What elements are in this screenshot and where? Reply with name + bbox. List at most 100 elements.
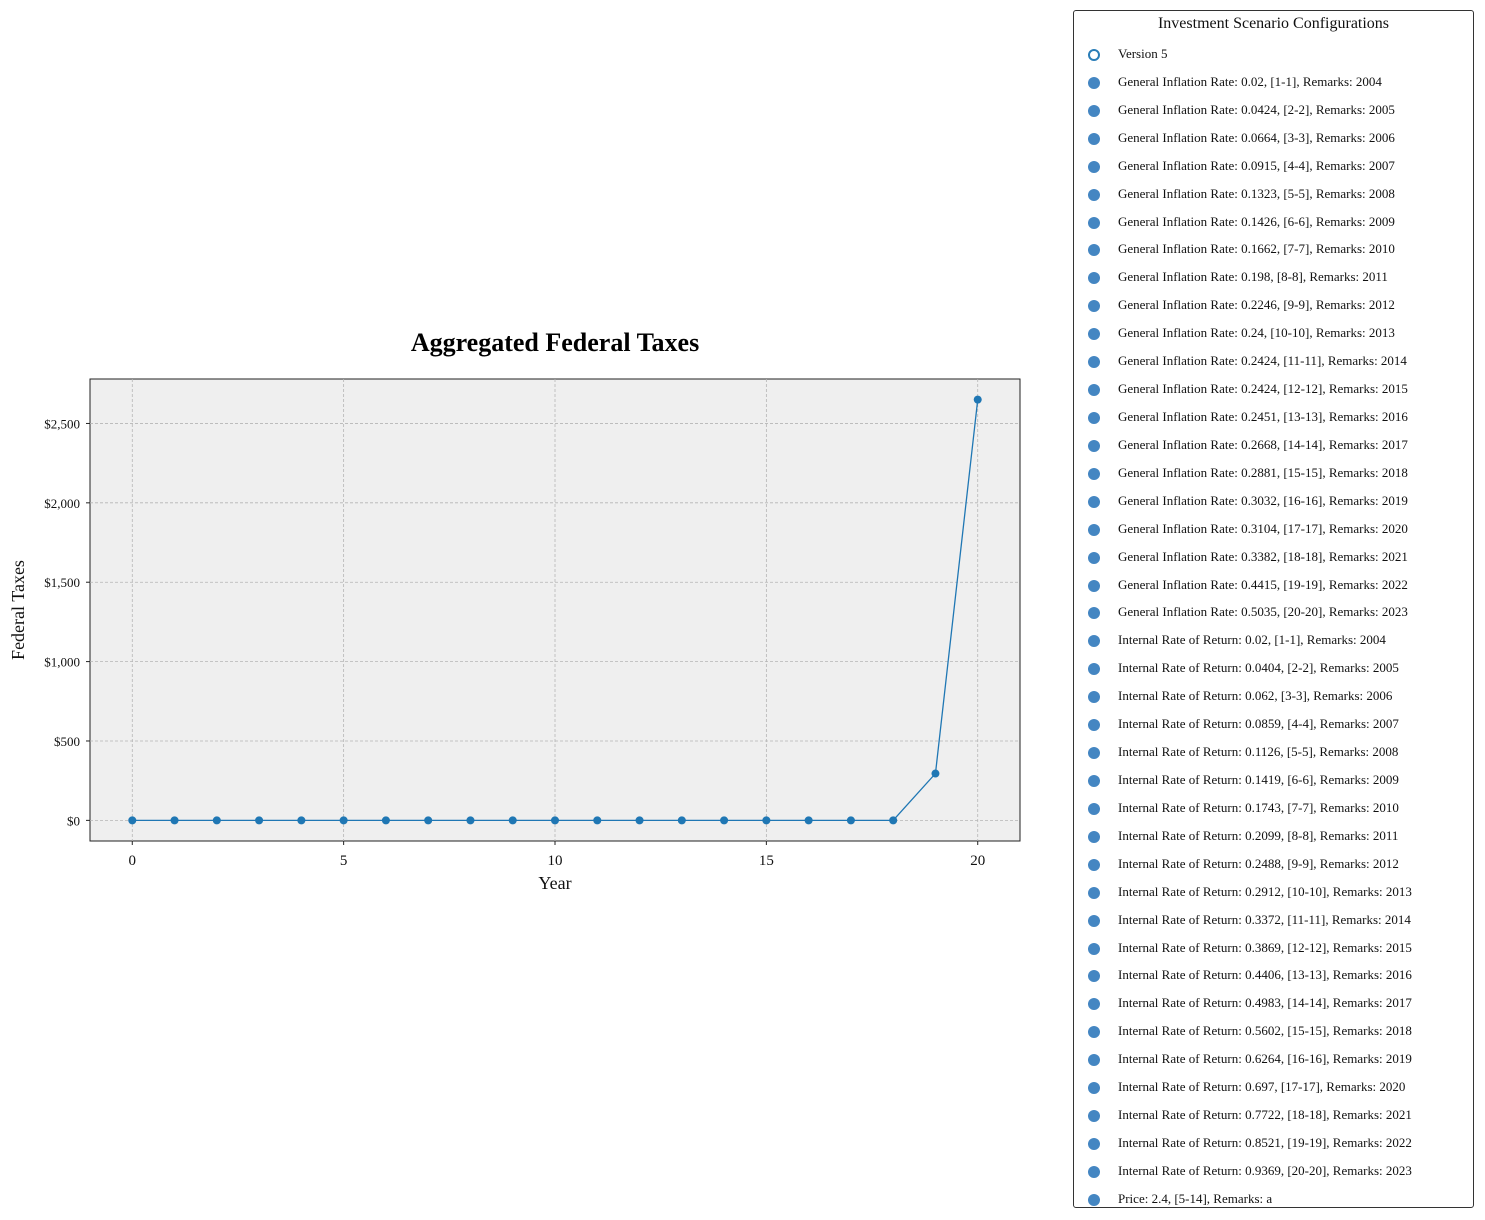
legend-title: Investment Scenario Configurations <box>1157 15 1390 32</box>
legend-marker-dot-icon <box>1088 998 1100 1011</box>
legend-marker-dot-icon <box>1088 300 1100 313</box>
data-point <box>804 816 813 825</box>
legend-label: Internal Rate of Return: 0.3869, [12-12]… <box>1118 939 1412 955</box>
y-tick-label: $0 <box>67 813 80 828</box>
legend-marker-dot-icon <box>1088 1054 1100 1067</box>
legend-item: General Inflation Rate: 0.2424, [12-12],… <box>1074 376 1473 404</box>
data-point <box>212 816 221 825</box>
legend-item: Version 5 <box>1074 41 1473 69</box>
legend-item: General Inflation Rate: 0.2246, [9-9], R… <box>1074 292 1473 320</box>
legend-marker-dot-icon <box>1088 216 1100 229</box>
data-point <box>551 816 559 825</box>
legend-item: Internal Rate of Return: 0.9369, [20-20]… <box>1074 1158 1473 1186</box>
legend-item: Internal Rate of Return: 0.697, [17-17],… <box>1074 1074 1473 1102</box>
legend-marker-dot-icon <box>1088 188 1100 201</box>
legend-item: Internal Rate of Return: 0.1419, [6-6], … <box>1074 767 1473 795</box>
legend-item: General Inflation Rate: 0.1426, [6-6], R… <box>1074 209 1473 237</box>
legend-item: General Inflation Rate: 0.2451, [13-13],… <box>1074 404 1473 432</box>
legend: Investment Scenario Configurations Versi… <box>1073 10 1474 1208</box>
y-tick-label: $2,500 <box>44 416 80 431</box>
legend-item: General Inflation Rate: 0.2424, [11-11],… <box>1074 348 1473 376</box>
legend-label: Internal Rate of Return: 0.6264, [16-16]… <box>1118 1051 1412 1067</box>
legend-label: Version 5 <box>1118 46 1168 61</box>
legend-label: Internal Rate of Return: 0.1419, [6-6], … <box>1118 771 1399 787</box>
legend-marker-dot-icon <box>1088 328 1100 341</box>
legend-item: Internal Rate of Return: 0.3372, [11-11]… <box>1074 907 1473 935</box>
y-axis-ticks: $0 $500 $1,000 $1,500 $2,000 $2,500 <box>44 416 90 828</box>
legend-item: Internal Rate of Return: 0.062, [3-3], R… <box>1074 683 1473 711</box>
legend-marker-dot-icon <box>1088 663 1100 676</box>
legend-label: Internal Rate of Return: 0.9369, [20-20]… <box>1118 1162 1412 1178</box>
y-tick-label: $1,000 <box>44 655 80 670</box>
legend-item: Internal Rate of Return: 0.2912, [10-10]… <box>1074 879 1473 907</box>
legend-item: General Inflation Rate: 0.5035, [20-20],… <box>1074 599 1473 627</box>
legend-label: General Inflation Rate: 0.2424, [12-12],… <box>1118 381 1408 397</box>
legend-label: Internal Rate of Return: 0.3372, [11-11]… <box>1118 911 1411 927</box>
legend-marker-dot-icon <box>1088 830 1100 843</box>
legend-label: Internal Rate of Return: 0.062, [3-3], R… <box>1118 688 1393 704</box>
data-point <box>677 816 686 825</box>
data-point <box>593 816 602 825</box>
legend-marker-dot-icon <box>1088 104 1100 117</box>
x-tick-label: 0 <box>129 853 137 869</box>
legend-marker-dot-icon <box>1088 914 1100 927</box>
legend-item: Internal Rate of Return: 0.6264, [16-16]… <box>1074 1046 1473 1074</box>
legend-marker-dot-icon <box>1088 635 1100 648</box>
legend-item: General Inflation Rate: 0.02, [1-1], Rem… <box>1074 69 1473 97</box>
legend-item: Internal Rate of Return: 0.4983, [14-14]… <box>1074 990 1473 1018</box>
data-point <box>381 816 390 825</box>
legend-item: General Inflation Rate: 0.0915, [4-4], R… <box>1074 153 1473 181</box>
legend-item: General Inflation Rate: 0.1662, [7-7], R… <box>1074 236 1473 264</box>
legend-label: General Inflation Rate: 0.1426, [6-6], R… <box>1118 213 1395 229</box>
x-tick-label: 10 <box>548 853 563 869</box>
legend-list: Version 5 General Inflation Rate: 0.02, [… <box>1074 41 1473 1214</box>
legend-label: General Inflation Rate: 0.24, [10-10], R… <box>1118 325 1395 341</box>
data-point <box>762 816 771 825</box>
data-point <box>255 816 264 825</box>
data-point <box>128 816 137 825</box>
legend-marker-dot-icon <box>1088 747 1100 760</box>
legend-item: Internal Rate of Return: 0.1126, [5-5], … <box>1074 739 1473 767</box>
legend-marker-dot-icon <box>1088 886 1100 899</box>
legend-item: General Inflation Rate: 0.3382, [18-18],… <box>1074 544 1473 572</box>
data-point <box>466 816 475 825</box>
legend-marker-dot-icon <box>1088 579 1100 592</box>
legend-label: General Inflation Rate: 0.1662, [7-7], R… <box>1118 241 1395 257</box>
legend-item: Internal Rate of Return: 0.0404, [2-2], … <box>1074 655 1473 683</box>
legend-label: Internal Rate of Return: 0.8521, [19-19]… <box>1118 1134 1412 1150</box>
legend-item: Internal Rate of Return: 0.4406, [13-13]… <box>1074 962 1473 990</box>
legend-item: General Inflation Rate: 0.3104, [17-17],… <box>1074 516 1473 544</box>
legend-label: Internal Rate of Return: 0.0859, [4-4], … <box>1118 716 1399 732</box>
data-point <box>297 816 306 825</box>
legend-label: Internal Rate of Return: 0.2488, [9-9], … <box>1118 855 1399 871</box>
chart-title: Aggregated Federal Taxes <box>411 328 699 357</box>
legend-marker-dot-icon <box>1088 774 1100 787</box>
legend-marker-dot-icon <box>1088 244 1100 257</box>
legend-marker-dot-icon <box>1088 691 1100 704</box>
legend-label: Internal Rate of Return: 0.4406, [13-13]… <box>1118 967 1412 983</box>
legend-label: General Inflation Rate: 0.0424, [2-2], R… <box>1118 101 1395 117</box>
legend-marker-dot-icon <box>1088 1193 1100 1206</box>
x-axis-label: Year <box>538 873 571 893</box>
legend-label: Internal Rate of Return: 0.697, [17-17],… <box>1118 1079 1406 1095</box>
legend-marker-dot-icon <box>1088 272 1100 285</box>
legend-marker-dot-icon <box>1088 439 1100 452</box>
legend-label: Internal Rate of Return: 0.2912, [10-10]… <box>1118 883 1412 899</box>
data-point <box>889 816 898 825</box>
legend-label: General Inflation Rate: 0.2881, [15-15],… <box>1118 464 1408 480</box>
legend-marker-dot-icon <box>1088 1082 1100 1095</box>
legend-marker-dot-icon <box>1088 858 1100 871</box>
y-tick-label: $1,500 <box>44 575 80 590</box>
legend-label: Internal Rate of Return: 0.5602, [15-15]… <box>1118 1023 1412 1039</box>
series-layer <box>128 395 982 825</box>
legend-label: General Inflation Rate: 0.2451, [13-13],… <box>1118 408 1408 424</box>
legend-label: General Inflation Rate: 0.2668, [14-14],… <box>1118 436 1408 452</box>
legend-marker-dot-icon <box>1088 523 1100 536</box>
legend-item: General Inflation Rate: 0.24, [10-10], R… <box>1074 320 1473 348</box>
y-tick-label: $2,000 <box>44 496 80 511</box>
legend-label: Internal Rate of Return: 0.4983, [14-14]… <box>1118 995 1412 1011</box>
legend-marker-dot-icon <box>1088 1165 1100 1178</box>
legend-label: General Inflation Rate: 0.198, [8-8], Re… <box>1118 269 1388 285</box>
legend-item: General Inflation Rate: 0.1323, [5-5], R… <box>1074 181 1473 209</box>
legend-item: Internal Rate of Return: 0.3869, [12-12]… <box>1074 935 1473 963</box>
